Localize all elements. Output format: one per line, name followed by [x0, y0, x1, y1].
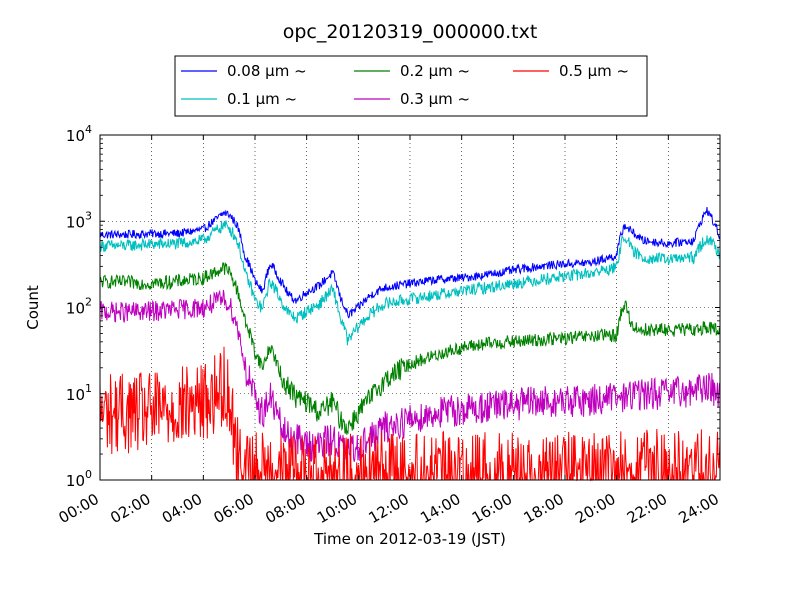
- x-axis-label: Time on 2012-03-19 (JST): [313, 530, 506, 548]
- y-tick-label: 101: [66, 382, 92, 404]
- series-layer: [99, 207, 721, 482]
- legend-label: 0.1 μm ~: [227, 90, 297, 108]
- series-line: [99, 262, 721, 435]
- y-tick-label: 102: [66, 296, 92, 318]
- legend-label: 0.2 μm ~: [400, 62, 470, 80]
- legend: 0.08 μm ~ 0.1 μm ~ 0.2 μm ~ 0.3 μm ~ 0.5 μm …: [174, 55, 648, 117]
- series-line: [99, 220, 721, 346]
- y-axis-label: Count: [24, 285, 42, 330]
- legend-frame: [174, 55, 648, 117]
- legend-label: 0.5 μm ~: [559, 62, 629, 80]
- series-line: [99, 289, 721, 463]
- legend-label: 0.08 μm ~: [227, 62, 307, 80]
- chart-title: opc_20120319_000000.txt: [283, 21, 538, 43]
- series-line: [99, 346, 721, 482]
- legend-label: 0.3 μm ~: [400, 90, 470, 108]
- y-tick-label: 103: [66, 209, 92, 231]
- series-line: [99, 207, 721, 319]
- y-tick-label: 100: [66, 468, 92, 490]
- y-tick-label: 104: [66, 123, 92, 145]
